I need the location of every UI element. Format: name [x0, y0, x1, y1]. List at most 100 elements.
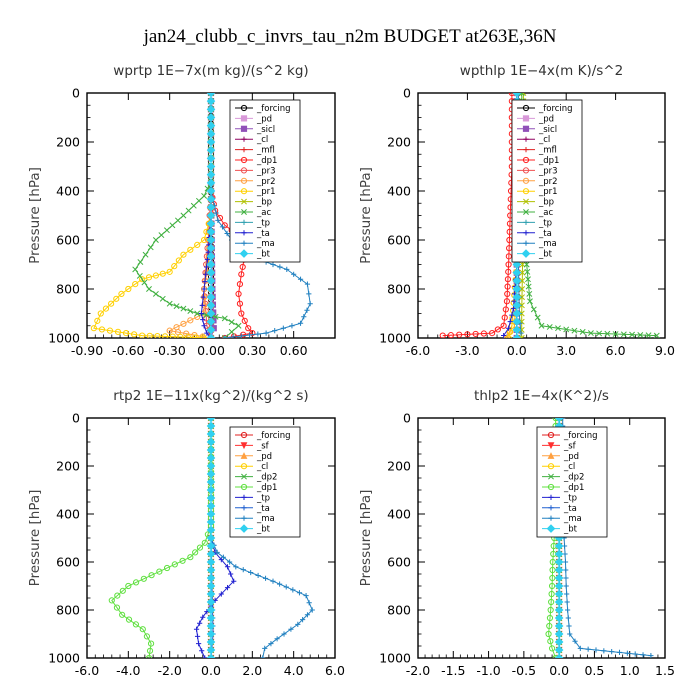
series-point — [206, 325, 216, 335]
series-point — [501, 332, 507, 338]
series-point — [554, 629, 564, 639]
series-point — [163, 227, 170, 234]
legend-marker — [548, 515, 554, 521]
x-tick-label: -2.0 — [157, 663, 181, 678]
legend-marker — [546, 524, 556, 533]
series-point — [255, 572, 261, 579]
x-tick-label: 0.30 — [238, 343, 266, 358]
legend-label: _ac — [538, 208, 553, 218]
series-layer — [108, 418, 315, 658]
series-point — [571, 327, 578, 334]
series-point — [235, 322, 242, 329]
chart-panel-2: wpthlp 1E−4x(m K)/s^2 Pressure [hPa] -6.0 -… — [358, 63, 675, 358]
legend-label: _bt — [256, 525, 271, 535]
series-point — [587, 330, 594, 337]
x-tick-label: 0.5 — [584, 663, 604, 678]
series-point — [139, 276, 146, 283]
series-point — [97, 310, 104, 317]
legend-label: _bp — [538, 198, 554, 208]
series-point — [563, 583, 569, 589]
series-point — [206, 243, 216, 253]
series-point — [505, 261, 512, 268]
series-point — [132, 621, 140, 628]
legend-marker — [522, 156, 530, 164]
series-point — [645, 332, 652, 338]
series-point — [125, 285, 132, 293]
series-point — [206, 597, 216, 607]
series-point — [288, 626, 294, 632]
series-point — [519, 286, 526, 292]
series-point — [518, 302, 525, 309]
x-tick-label: 6.0 — [325, 663, 345, 678]
legend-marker — [241, 219, 247, 225]
legend-label: _cl — [256, 135, 268, 145]
y-tick-label: 1000 — [48, 651, 80, 666]
series-point — [146, 286, 152, 292]
series-point — [255, 331, 261, 337]
series-point — [296, 590, 303, 596]
series-point — [291, 271, 297, 277]
legend-marker — [241, 515, 247, 521]
series-point — [519, 294, 525, 301]
series-point — [620, 331, 627, 338]
series-point — [159, 270, 166, 277]
series-point — [552, 418, 559, 422]
series-point — [262, 575, 269, 581]
series-point — [201, 539, 208, 546]
series-point — [268, 641, 274, 647]
series-point — [439, 332, 446, 338]
legend-marker — [523, 209, 529, 215]
series-point — [246, 332, 253, 338]
series-point — [206, 565, 216, 575]
legend-marker — [241, 473, 247, 480]
series-point — [524, 268, 531, 275]
series-point — [192, 549, 199, 556]
legend-marker — [241, 230, 247, 236]
series-point — [512, 93, 522, 98]
legend-label: _ta — [563, 504, 577, 514]
series-point — [272, 328, 278, 334]
legend-marker — [523, 198, 529, 205]
x-tick-label: 0.60 — [280, 343, 308, 358]
series-point — [554, 418, 564, 423]
series-point — [201, 286, 207, 292]
legend-marker — [547, 483, 555, 491]
series-point — [206, 194, 216, 204]
series-point — [505, 334, 512, 338]
series-point — [187, 246, 194, 253]
series-point — [206, 203, 216, 212]
series-point — [142, 251, 149, 258]
chart-panel-1: wprtp 1E−7x(m kg)/(s^2 kg) Pressure [hPa]… — [27, 63, 336, 358]
series-point — [546, 324, 553, 330]
series-point — [548, 590, 555, 598]
series-point — [206, 525, 216, 535]
series-point — [200, 334, 207, 338]
series-point — [554, 637, 564, 647]
series-point — [180, 251, 187, 258]
series-point — [301, 314, 307, 320]
series-point — [228, 319, 235, 326]
series-point — [233, 564, 239, 570]
series-point — [510, 306, 517, 312]
series-point — [202, 279, 208, 285]
series-point — [206, 469, 216, 479]
x-tick-label: -0.90 — [71, 343, 103, 358]
legend-label: _cl — [538, 135, 550, 145]
series-point — [304, 612, 311, 618]
y-axis-label: Pressure [hPa] — [358, 167, 374, 264]
y-tick-label: 400 — [387, 507, 411, 522]
series-point — [206, 154, 216, 163]
series-point — [565, 615, 571, 621]
series-point — [206, 227, 216, 237]
series-point — [284, 266, 290, 272]
series-point — [215, 217, 221, 223]
y-tick-label: 0 — [403, 86, 411, 101]
series-point — [240, 331, 247, 338]
chart-panel-4: thlp2 1E−4x(K^2)/s Pressure [hPa] -2.0 -1.5… — [358, 388, 675, 678]
series-point — [179, 557, 186, 564]
legend-label: _forcing — [563, 431, 598, 441]
series-point — [174, 217, 181, 224]
series-point — [538, 322, 545, 329]
series-point — [206, 162, 216, 171]
series-point — [585, 646, 591, 652]
